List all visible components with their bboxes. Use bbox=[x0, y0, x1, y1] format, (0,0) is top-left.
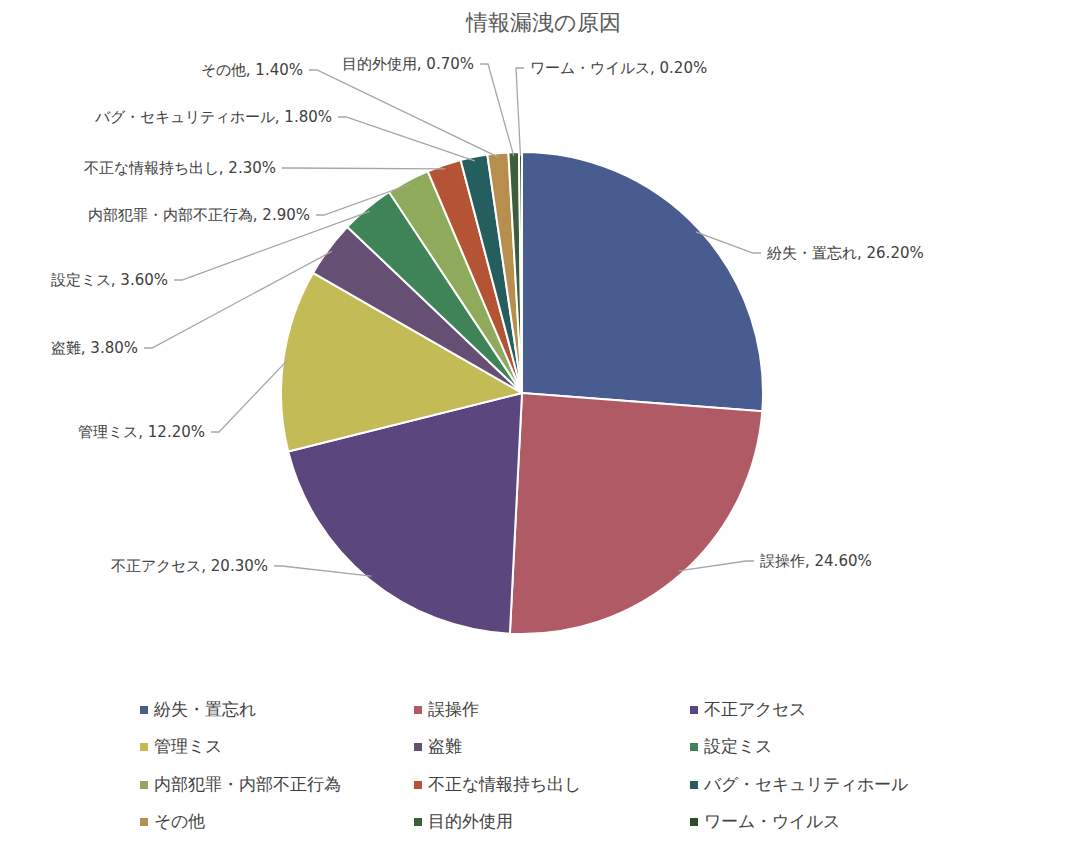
leader-line bbox=[696, 232, 761, 253]
legend-label: 不正アクセス bbox=[704, 699, 806, 719]
legend-swatch bbox=[140, 743, 148, 751]
legend-swatch bbox=[140, 781, 148, 789]
legend-label: 不正な情報持ち出し bbox=[428, 774, 581, 794]
pie-slice bbox=[519, 152, 522, 393]
leader-line bbox=[480, 64, 514, 156]
data-label: 管理ミス, 12.20% bbox=[78, 423, 205, 441]
data-label: 不正な情報持ち出し, 2.30% bbox=[84, 159, 276, 177]
data-label: その他, 1.40% bbox=[201, 61, 303, 79]
leader-line bbox=[679, 561, 754, 571]
data-label: 目的外使用, 0.70% bbox=[342, 55, 474, 73]
legend-label: 管理ミス bbox=[154, 736, 222, 756]
legend-swatch bbox=[414, 706, 422, 714]
data-labels: 紛失・置忘れ, 26.20% 誤操作, 24.60% 不正アクセス, 20.30% 管… bbox=[51, 55, 924, 576]
legend-label: 設定ミス bbox=[704, 736, 772, 756]
pie-slice bbox=[510, 393, 762, 634]
legend-swatch bbox=[414, 743, 422, 751]
data-label: 設定ミス, 3.60% bbox=[51, 271, 168, 289]
leader-line bbox=[516, 68, 524, 156]
pie-slice bbox=[487, 152, 522, 393]
legend-label: ワーム・ウイルス bbox=[704, 811, 840, 831]
data-label: バグ・セキュリティホール, 1.80% bbox=[94, 108, 332, 126]
legend-label: 紛失・置忘れ bbox=[153, 699, 256, 719]
legend-swatch bbox=[140, 706, 148, 714]
slices bbox=[281, 152, 763, 634]
leader-line bbox=[274, 566, 372, 576]
leader-line bbox=[309, 70, 498, 157]
data-label: 誤操作, 24.60% bbox=[760, 552, 872, 570]
leader-line bbox=[282, 167, 445, 169]
legend-swatch bbox=[690, 818, 698, 826]
leader-line bbox=[338, 117, 475, 161]
legend-swatch bbox=[414, 818, 422, 826]
leader-line bbox=[144, 251, 332, 348]
data-label: 内部犯罪・内部不正行為, 2.90% bbox=[88, 206, 310, 224]
title: 情報漏洩の原因 bbox=[465, 10, 621, 35]
legend-label: その他 bbox=[154, 811, 205, 831]
legend-swatch bbox=[140, 818, 148, 826]
legend-swatch bbox=[690, 781, 698, 789]
leader-line bbox=[211, 360, 287, 432]
legend-swatch bbox=[690, 706, 698, 714]
legend-swatch bbox=[690, 743, 698, 751]
leader-line bbox=[316, 184, 410, 215]
data-label: 紛失・置忘れ, 26.20% bbox=[766, 244, 924, 262]
legend-label: 盗難 bbox=[428, 736, 462, 756]
legend: 紛失・置忘れ 誤操作 不正アクセス管理ミス 盗難 設定ミス内部犯罪・内部不正行為 不正な情… bbox=[140, 699, 908, 831]
legend-label: 誤操作 bbox=[428, 699, 479, 719]
chart: 情報漏洩の原因紛失・置忘れ, 26.20% 誤操作, 24.60% 不正アクセス, … bbox=[0, 0, 1086, 843]
data-label: 不正アクセス, 20.30% bbox=[111, 557, 268, 575]
legend-label: 内部犯罪・内部不正行為 bbox=[154, 774, 341, 794]
pie-slice bbox=[508, 152, 522, 393]
data-label: ワーム・ウイルス, 0.20% bbox=[530, 59, 707, 77]
legend-label: バグ・セキュリティホール bbox=[703, 774, 908, 794]
pie-slice bbox=[522, 152, 763, 411]
data-label: 盗難, 3.80% bbox=[51, 339, 138, 357]
legend-label: 目的外使用 bbox=[428, 811, 513, 831]
legend-swatch bbox=[414, 781, 422, 789]
